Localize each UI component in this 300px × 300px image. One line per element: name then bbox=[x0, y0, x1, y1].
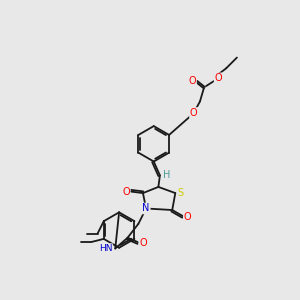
Text: S: S bbox=[178, 188, 184, 198]
Text: O: O bbox=[190, 108, 198, 118]
Text: O: O bbox=[184, 212, 191, 222]
Text: H: H bbox=[163, 169, 170, 180]
Text: HN: HN bbox=[99, 244, 112, 253]
Text: O: O bbox=[188, 76, 196, 86]
Text: O: O bbox=[214, 73, 222, 83]
Text: O: O bbox=[122, 187, 130, 196]
Text: N: N bbox=[142, 203, 150, 214]
Text: O: O bbox=[139, 238, 147, 248]
